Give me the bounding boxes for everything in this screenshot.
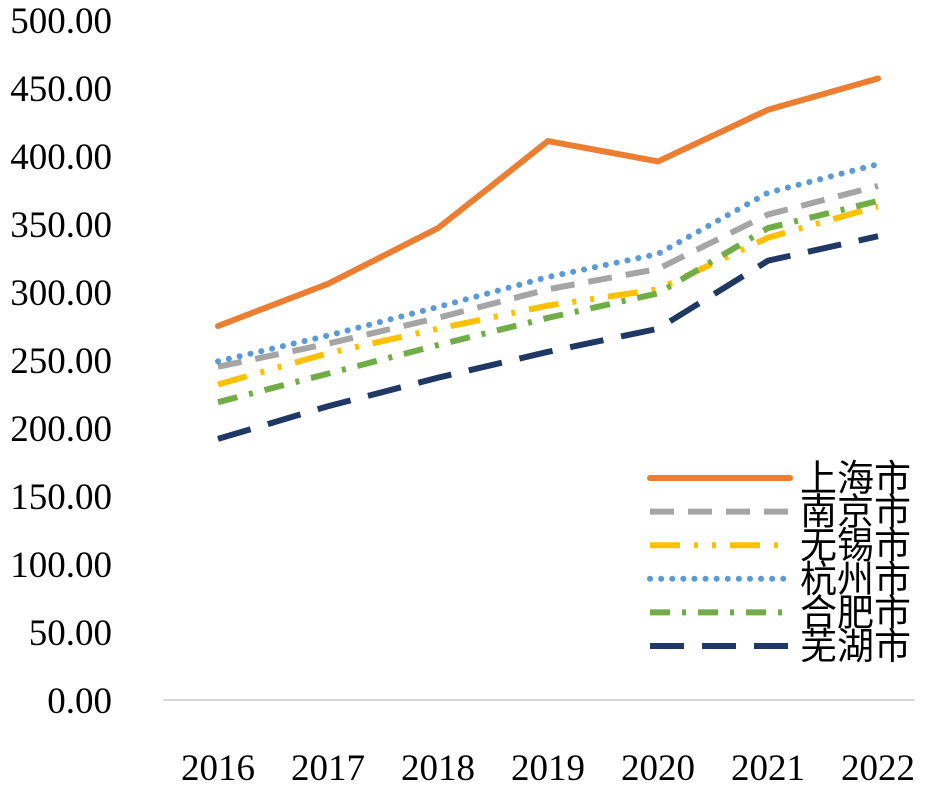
x-tick-label: 2020: [621, 748, 695, 789]
y-axis-ticks: 0.00 50.00 100.00 150.00 200.00 250.00 300.00 3…: [10, 1, 112, 722]
series-line-1: [217, 183, 879, 370]
y-tick-label: 0.00: [47, 681, 112, 722]
y-tick-label: 250.00: [10, 341, 112, 382]
x-tick-label: 2019: [511, 748, 585, 789]
x-tick-label: 2018: [401, 748, 475, 789]
legend-label-1: 南京市: [800, 492, 911, 534]
legend-label-4: 合肥市: [800, 592, 911, 634]
y-tick-label: 200.00: [10, 409, 112, 450]
y-tick-label: 300.00: [10, 273, 112, 314]
series-line-4: [217, 197, 879, 406]
y-tick-label: 400.00: [10, 137, 112, 178]
series-line-3: [215, 161, 881, 365]
legend-label-2: 无锡市: [800, 525, 911, 567]
legend-label-5: 芜湖市: [800, 626, 911, 668]
x-tick-label: 2017: [291, 748, 365, 789]
x-tick-label: 2021: [731, 748, 805, 789]
x-tick-label: 2022: [841, 748, 915, 789]
legend-label-3: 杭州市: [800, 559, 911, 601]
legend-label-0: 上海市: [800, 458, 911, 500]
y-tick-label: 350.00: [10, 205, 112, 246]
series-line-2: [217, 203, 879, 388]
series-line-5: [217, 233, 879, 442]
y-tick-label: 500.00: [10, 1, 112, 42]
y-tick-label: 100.00: [10, 545, 112, 586]
x-tick-label: 2016: [181, 748, 255, 789]
y-tick-label: 50.00: [29, 613, 112, 654]
y-tick-label: 450.00: [10, 69, 112, 110]
series-line-0: [215, 75, 881, 329]
y-tick-label: 150.00: [10, 477, 112, 518]
x-axis-ticks: 2016 2017 2018 2019 2020 2021 2022: [181, 748, 915, 789]
series-lines: [215, 75, 881, 442]
